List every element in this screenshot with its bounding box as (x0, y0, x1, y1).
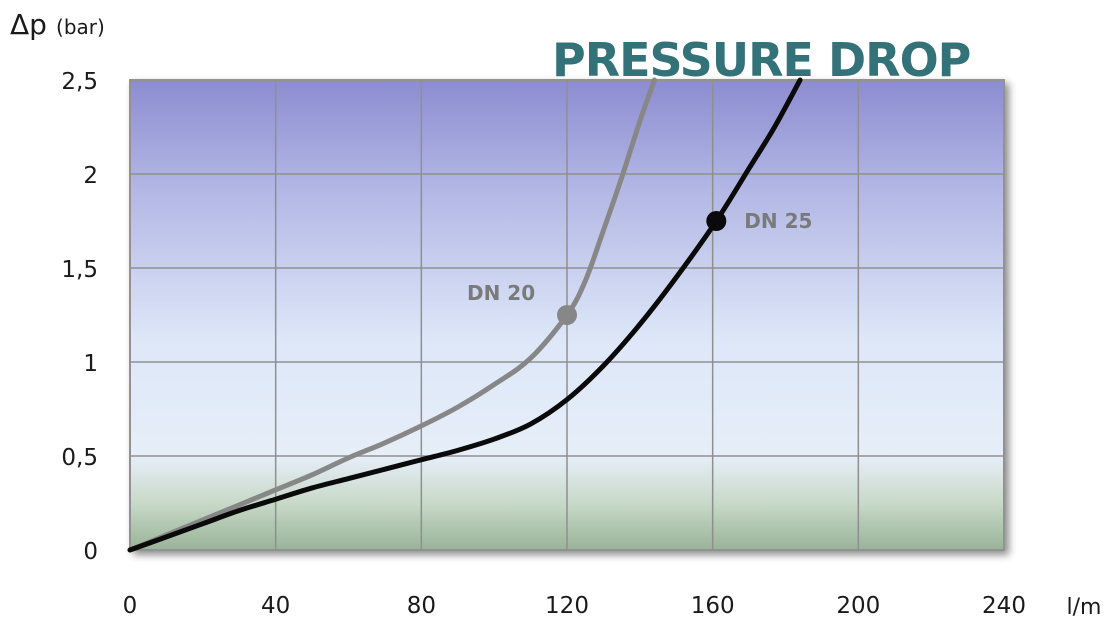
series-line-dn20 (127, 77, 657, 553)
y-tick-label: 2 (83, 163, 98, 189)
y-axis-label-symbol: Δp (10, 8, 47, 41)
y-tick-label: 0,5 (61, 445, 98, 471)
x-tick-label: 160 (691, 593, 735, 619)
x-tick-label: 120 (545, 593, 589, 619)
series-marker-dn20 (557, 305, 577, 325)
y-axis-label-unit: (bar) (56, 15, 105, 39)
y-tick-label: 1,5 (61, 257, 98, 283)
y-tick-label: 2,5 (61, 69, 98, 95)
chart-title: PRESSURE DROP (552, 33, 970, 87)
series-label-dn20: DN 20 (467, 281, 535, 305)
x-tick-label: 80 (407, 593, 436, 619)
x-tick-label: 200 (836, 593, 880, 619)
x-tick-label: 240 (982, 593, 1026, 619)
y-tick-label: 1 (83, 351, 98, 377)
y-axis-label: Δp (bar) (10, 8, 105, 41)
y-tick-label: 0 (83, 539, 98, 565)
series-marker-dn25 (706, 211, 727, 231)
series-label-dn25: DN 25 (744, 209, 812, 233)
grid-lines (129, 79, 1005, 551)
x-tick-label: 40 (261, 593, 290, 619)
series-markers: DN 20 DN 25 (467, 209, 812, 325)
tick-labels: 0 40 80 120 160 200 240 0 0,5 1 1,5 2 2,5 (61, 69, 1026, 619)
x-tick-label: 0 (123, 593, 138, 619)
x-axis-label: l/m (1067, 595, 1102, 620)
